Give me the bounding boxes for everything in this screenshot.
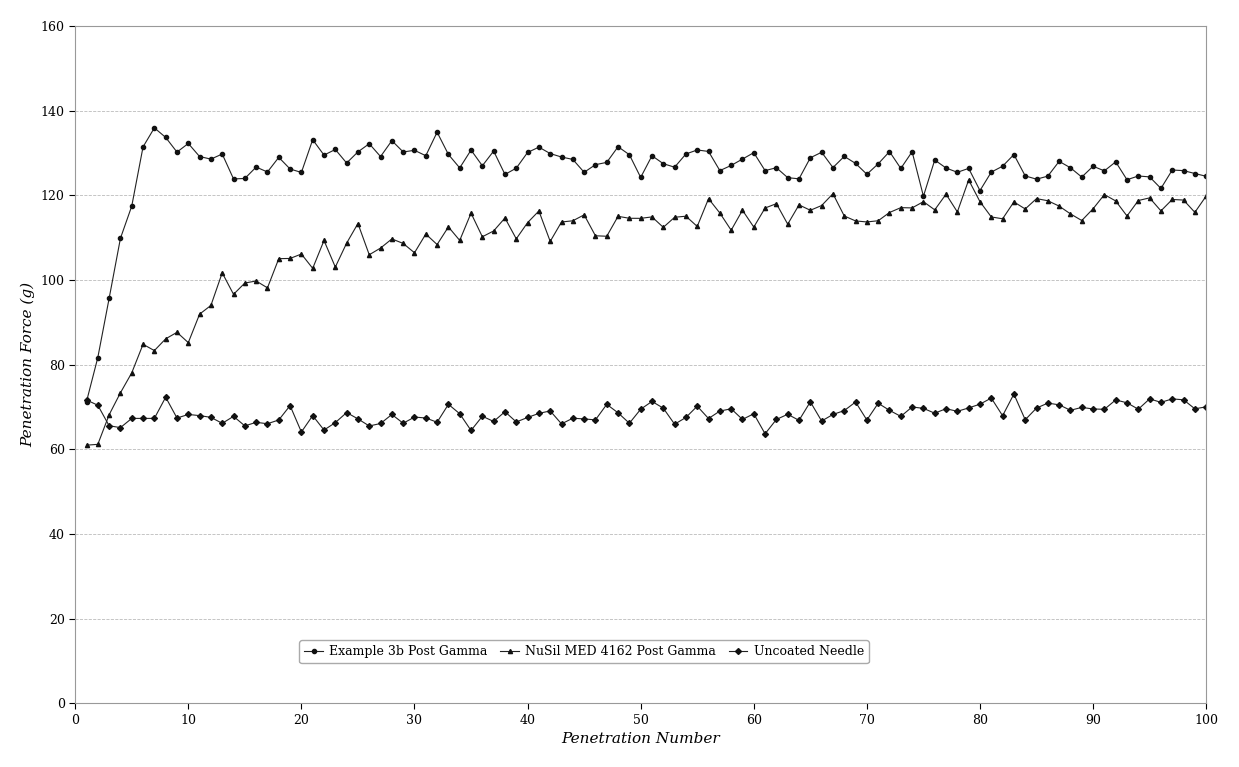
NuSil MED 4162 Post Gamma — [79, 440, 94, 449]
NuSil MED 4162 Post Gamma — [758, 203, 773, 212]
NuSil MED 4162 Post Gamma — [961, 176, 976, 185]
Uncoated Needle — [939, 404, 954, 413]
Legend: Example 3b Post Gamma, NuSil MED 4162 Post Gamma, Uncoated Needle: Example 3b Post Gamma, NuSil MED 4162 Po… — [300, 640, 869, 663]
Uncoated Needle — [758, 430, 773, 439]
Uncoated Needle — [1006, 390, 1021, 399]
Example 3b Post Gamma — [147, 123, 162, 133]
NuSil MED 4162 Post Gamma — [871, 216, 886, 225]
Line: Example 3b Post Gamma: Example 3b Post Gamma — [84, 126, 1219, 403]
NuSil MED 4162 Post Gamma — [362, 250, 377, 259]
Example 3b Post Gamma — [939, 163, 954, 173]
NuSil MED 4162 Post Gamma — [1211, 189, 1225, 198]
Y-axis label: Penetration Force (g): Penetration Force (g) — [21, 282, 35, 447]
NuSil MED 4162 Post Gamma — [600, 232, 615, 241]
Uncoated Needle — [362, 421, 377, 430]
Example 3b Post Gamma — [611, 142, 626, 151]
Line: NuSil MED 4162 Post Gamma: NuSil MED 4162 Post Gamma — [84, 178, 1219, 447]
Example 3b Post Gamma — [373, 152, 388, 161]
Uncoated Needle — [1211, 393, 1225, 403]
Line: Uncoated Needle: Uncoated Needle — [84, 392, 1219, 436]
Uncoated Needle — [882, 406, 897, 415]
Uncoated Needle — [769, 415, 784, 424]
Uncoated Needle — [600, 400, 615, 409]
NuSil MED 4162 Post Gamma — [927, 206, 942, 215]
Uncoated Needle — [79, 395, 94, 404]
Example 3b Post Gamma — [79, 397, 94, 407]
X-axis label: Penetration Number: Penetration Number — [561, 732, 720, 746]
Uncoated Needle — [159, 393, 173, 402]
Example 3b Post Gamma — [170, 147, 185, 156]
Example 3b Post Gamma — [1211, 184, 1225, 193]
Example 3b Post Gamma — [769, 163, 784, 173]
NuSil MED 4162 Post Gamma — [159, 334, 173, 344]
Example 3b Post Gamma — [882, 147, 897, 156]
